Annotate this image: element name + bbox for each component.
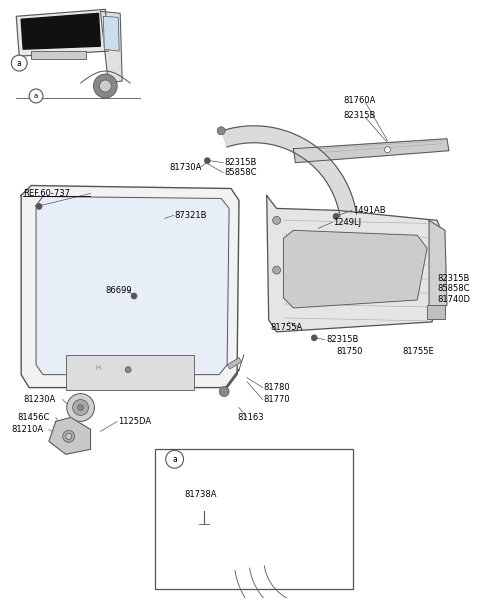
Text: 81770: 81770 bbox=[264, 395, 290, 404]
Circle shape bbox=[78, 404, 84, 410]
Circle shape bbox=[273, 216, 281, 225]
Text: 86699: 86699 bbox=[105, 286, 132, 295]
Circle shape bbox=[36, 204, 42, 210]
Polygon shape bbox=[293, 139, 449, 163]
Polygon shape bbox=[21, 186, 239, 388]
Circle shape bbox=[125, 367, 131, 373]
Circle shape bbox=[12, 55, 27, 71]
Bar bbox=[427, 305, 445, 319]
Text: 81760A: 81760A bbox=[343, 96, 375, 105]
Circle shape bbox=[131, 293, 137, 299]
Circle shape bbox=[166, 450, 183, 468]
Text: 81780: 81780 bbox=[264, 383, 290, 392]
Circle shape bbox=[67, 394, 95, 422]
Text: 85858C: 85858C bbox=[437, 283, 469, 292]
Polygon shape bbox=[16, 10, 108, 56]
Polygon shape bbox=[21, 13, 100, 49]
Text: 81210A: 81210A bbox=[12, 425, 43, 434]
Text: 81755E: 81755E bbox=[402, 347, 434, 356]
Circle shape bbox=[204, 158, 210, 164]
Polygon shape bbox=[103, 16, 119, 51]
Text: a: a bbox=[172, 455, 177, 464]
Circle shape bbox=[197, 497, 211, 511]
Polygon shape bbox=[222, 126, 357, 217]
Bar bbox=[155, 449, 353, 589]
Circle shape bbox=[72, 400, 88, 416]
Polygon shape bbox=[267, 195, 445, 332]
Polygon shape bbox=[284, 231, 427, 308]
Text: 87321B: 87321B bbox=[175, 211, 207, 220]
Text: 81456C: 81456C bbox=[17, 413, 49, 422]
Text: 81230A: 81230A bbox=[23, 395, 55, 404]
Polygon shape bbox=[100, 11, 122, 83]
Text: 81163: 81163 bbox=[237, 413, 264, 422]
Text: a: a bbox=[34, 93, 38, 99]
Text: 1249LJ: 1249LJ bbox=[333, 218, 361, 227]
Text: REF.60-737: REF.60-737 bbox=[23, 189, 70, 198]
Text: a: a bbox=[17, 59, 22, 68]
Bar bbox=[227, 358, 241, 369]
Circle shape bbox=[66, 433, 72, 439]
Circle shape bbox=[333, 213, 339, 219]
Text: 82315B: 82315B bbox=[326, 335, 359, 344]
Text: 81740D: 81740D bbox=[437, 295, 470, 304]
Text: 82315B: 82315B bbox=[224, 158, 256, 167]
Text: 81755A: 81755A bbox=[271, 323, 303, 332]
Text: 1491AB: 1491AB bbox=[353, 206, 385, 215]
Text: 1125DA: 1125DA bbox=[118, 417, 151, 426]
Text: 81750: 81750 bbox=[336, 347, 362, 356]
Text: 82315B: 82315B bbox=[437, 274, 469, 283]
Circle shape bbox=[217, 127, 225, 135]
Text: 85858C: 85858C bbox=[224, 168, 257, 177]
Bar bbox=[66, 355, 194, 389]
Circle shape bbox=[311, 335, 317, 341]
Polygon shape bbox=[49, 418, 91, 454]
Circle shape bbox=[63, 431, 75, 442]
Polygon shape bbox=[36, 196, 229, 374]
Text: 81730A: 81730A bbox=[170, 163, 202, 172]
Text: 82315B: 82315B bbox=[343, 111, 375, 120]
Circle shape bbox=[202, 501, 207, 507]
Circle shape bbox=[99, 80, 111, 92]
Circle shape bbox=[273, 266, 281, 274]
Circle shape bbox=[219, 386, 229, 397]
Circle shape bbox=[29, 89, 43, 103]
Circle shape bbox=[384, 147, 390, 153]
Polygon shape bbox=[429, 220, 447, 315]
Text: 81738A: 81738A bbox=[184, 489, 217, 498]
Bar bbox=[31, 51, 85, 59]
Text: H: H bbox=[96, 365, 101, 371]
Circle shape bbox=[94, 74, 117, 98]
